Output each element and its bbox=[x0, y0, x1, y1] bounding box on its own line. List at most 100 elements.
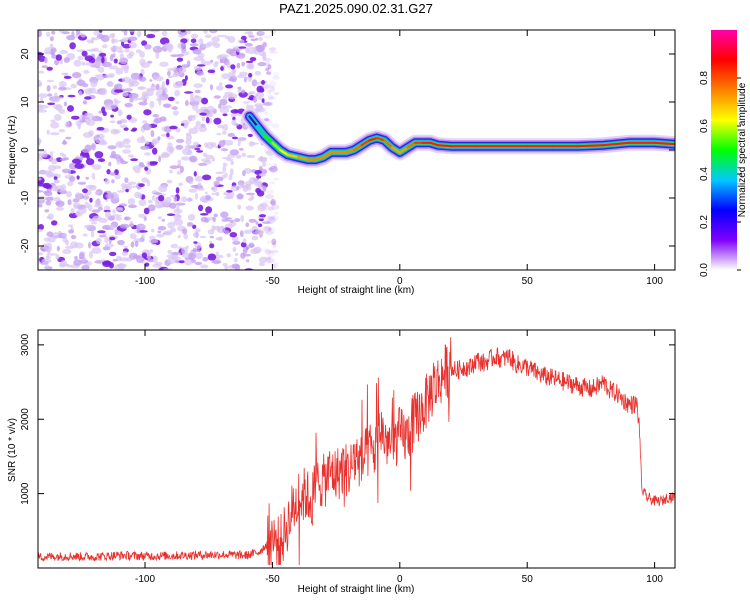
noise-blob bbox=[181, 156, 190, 161]
noise-blob bbox=[48, 253, 58, 256]
noise-blob bbox=[194, 228, 201, 233]
noise-blob bbox=[82, 188, 88, 194]
noise-blob bbox=[213, 95, 221, 99]
noise-blob bbox=[114, 264, 124, 270]
noise-blob bbox=[224, 265, 228, 270]
noise-blob bbox=[151, 161, 158, 164]
noise-blob bbox=[205, 194, 212, 201]
noise-blob bbox=[106, 169, 111, 175]
noise-blob bbox=[91, 247, 102, 255]
noise-blob bbox=[263, 225, 270, 232]
noise-blob bbox=[245, 205, 254, 211]
noise-blob bbox=[258, 214, 267, 218]
noise-blob bbox=[269, 47, 277, 51]
noise-blob bbox=[241, 152, 247, 157]
noise-blob bbox=[102, 260, 112, 268]
noise-blob bbox=[219, 107, 230, 114]
noise-blob bbox=[237, 204, 242, 210]
y-tick-label: 0 bbox=[20, 147, 31, 153]
noise-blob bbox=[181, 246, 188, 255]
noise-blob bbox=[93, 30, 101, 36]
noise-blob bbox=[51, 97, 61, 103]
noise-blob bbox=[236, 74, 245, 79]
noise-blob bbox=[155, 89, 163, 98]
noise-blob bbox=[175, 187, 180, 194]
noise-blob bbox=[235, 252, 239, 256]
noise-blob bbox=[68, 229, 75, 234]
noise-blob bbox=[273, 72, 279, 78]
noise-blob bbox=[180, 30, 186, 33]
noise-blob bbox=[176, 204, 180, 212]
noise-region bbox=[38, 30, 280, 270]
noise-blob bbox=[265, 163, 273, 166]
noise-blob bbox=[227, 35, 236, 43]
noise-blob bbox=[236, 62, 241, 69]
noise-blob bbox=[162, 103, 171, 108]
noise-blob bbox=[38, 30, 42, 38]
noise-blob bbox=[97, 230, 106, 234]
chart-title: PAZ1.2025.090.02.31.G27 bbox=[279, 1, 433, 16]
noise-blob bbox=[49, 43, 54, 49]
noise-blob bbox=[240, 214, 245, 223]
noise-blob bbox=[248, 177, 258, 184]
noise-blob bbox=[263, 229, 270, 233]
noise-blob bbox=[222, 165, 227, 173]
x-tick-label: 100 bbox=[646, 574, 663, 585]
noise-blob bbox=[142, 123, 152, 131]
ridge-core bbox=[352, 144, 363, 152]
noise-blob bbox=[139, 51, 146, 58]
noise-blob bbox=[65, 136, 72, 140]
noise-blob bbox=[177, 42, 186, 50]
noise-blob bbox=[262, 200, 270, 204]
noise-blob bbox=[45, 256, 52, 259]
noise-blob bbox=[38, 170, 45, 175]
noise-blob bbox=[46, 129, 50, 135]
noise-blob bbox=[92, 164, 102, 171]
noise-blob bbox=[197, 52, 205, 58]
noise-blob bbox=[227, 93, 238, 100]
noise-blob bbox=[186, 222, 194, 227]
noise-blob bbox=[147, 258, 154, 263]
noise-blob bbox=[88, 251, 94, 259]
noise-blob bbox=[109, 251, 117, 257]
noise-blob bbox=[121, 251, 128, 256]
noise-blob bbox=[163, 199, 168, 205]
noise-blob bbox=[98, 110, 102, 114]
noise-blob bbox=[96, 134, 100, 138]
noise-blob bbox=[84, 55, 94, 62]
noise-blob bbox=[202, 43, 212, 48]
noise-blob bbox=[251, 225, 258, 230]
noise-blob bbox=[258, 173, 267, 177]
spectrogram-ylabel: Frequency (Hz) bbox=[7, 116, 18, 185]
noise-blob bbox=[180, 123, 185, 126]
noise-blob bbox=[141, 177, 149, 183]
noise-blob bbox=[219, 98, 228, 106]
y-tick-label: -10 bbox=[20, 190, 31, 205]
noise-blob bbox=[38, 177, 42, 181]
noise-blob bbox=[38, 190, 44, 193]
noise-blob bbox=[253, 246, 262, 254]
noise-blob bbox=[83, 224, 94, 229]
noise-blob bbox=[231, 119, 237, 126]
noise-blob bbox=[242, 186, 249, 193]
noise-blob bbox=[138, 199, 147, 207]
noise-blob bbox=[266, 240, 272, 244]
noise-blob bbox=[192, 103, 199, 111]
noise-blob bbox=[188, 127, 199, 135]
x-tick-label: -50 bbox=[265, 276, 280, 287]
noise-blob bbox=[94, 151, 104, 159]
noise-blob bbox=[234, 264, 241, 270]
noise-blob bbox=[38, 104, 44, 111]
noise-blob bbox=[159, 61, 169, 67]
noise-blob bbox=[223, 196, 234, 200]
noise-blob bbox=[157, 225, 167, 231]
noise-blob bbox=[211, 185, 218, 193]
noise-blob bbox=[115, 141, 126, 148]
snr-frame bbox=[37, 329, 676, 569]
noise-blob bbox=[169, 125, 178, 130]
noise-blob bbox=[85, 184, 96, 189]
noise-blob bbox=[97, 158, 106, 163]
noise-blob bbox=[151, 139, 157, 146]
noise-blob bbox=[138, 86, 144, 90]
x-tick-label: -50 bbox=[265, 574, 280, 585]
